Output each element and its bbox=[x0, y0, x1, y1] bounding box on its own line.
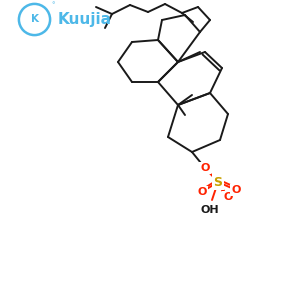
Text: O: O bbox=[200, 163, 210, 173]
Text: O: O bbox=[197, 187, 207, 197]
Text: OH: OH bbox=[201, 205, 219, 215]
Text: Kuujia: Kuujia bbox=[58, 12, 112, 27]
Text: O: O bbox=[231, 185, 241, 195]
Text: S: S bbox=[214, 176, 223, 188]
Text: O: O bbox=[223, 192, 233, 202]
Text: K: K bbox=[31, 14, 38, 25]
Text: °: ° bbox=[52, 2, 55, 8]
